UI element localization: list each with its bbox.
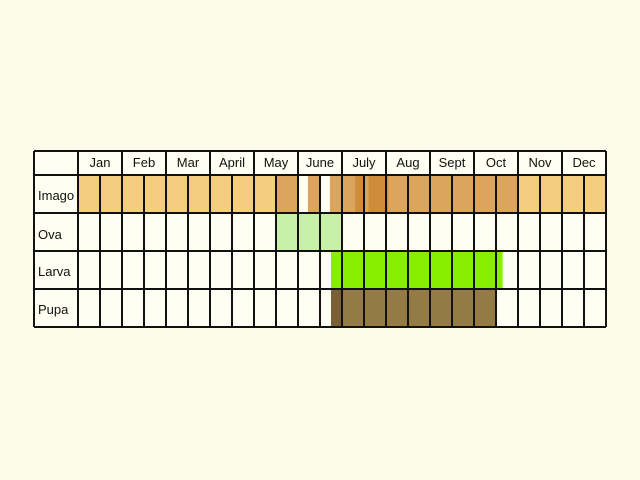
imago-detail-1 xyxy=(355,175,366,213)
imago-gap-1 xyxy=(298,175,308,213)
stage-label-pupa: Pupa xyxy=(38,302,69,317)
grid-lines xyxy=(33,150,607,328)
fill-pupa-9 xyxy=(342,289,496,327)
imago-detail-2 xyxy=(368,175,389,213)
month-label-feb: Feb xyxy=(133,155,155,170)
fill-larva-8 xyxy=(331,251,503,289)
pupa-edge xyxy=(331,289,342,327)
month-label-dec: Dec xyxy=(572,155,596,170)
month-label-may: May xyxy=(264,155,289,170)
month-label-nov: Nov xyxy=(528,155,552,170)
labels: Jan Feb Mar April May June July Aug Sept… xyxy=(38,155,596,317)
month-label-jan: Jan xyxy=(90,155,111,170)
month-label-mar: Mar xyxy=(177,155,200,170)
month-label-sep: Sept xyxy=(439,155,466,170)
fill-imago-1 xyxy=(166,175,276,213)
fill-imago-2 xyxy=(276,175,342,213)
month-label-aug: Aug xyxy=(396,155,419,170)
stage-label-larva: Larva xyxy=(38,264,71,279)
fill-ova-7 xyxy=(276,213,342,251)
imago-gap-2 xyxy=(320,175,330,213)
month-label-apr: April xyxy=(219,155,245,170)
stage-label-imago: Imago xyxy=(38,188,74,203)
stage-label-ova: Ova xyxy=(38,227,63,242)
month-label-jul: July xyxy=(352,155,376,170)
month-label-oct: Oct xyxy=(486,155,507,170)
month-label-jun: June xyxy=(306,155,334,170)
